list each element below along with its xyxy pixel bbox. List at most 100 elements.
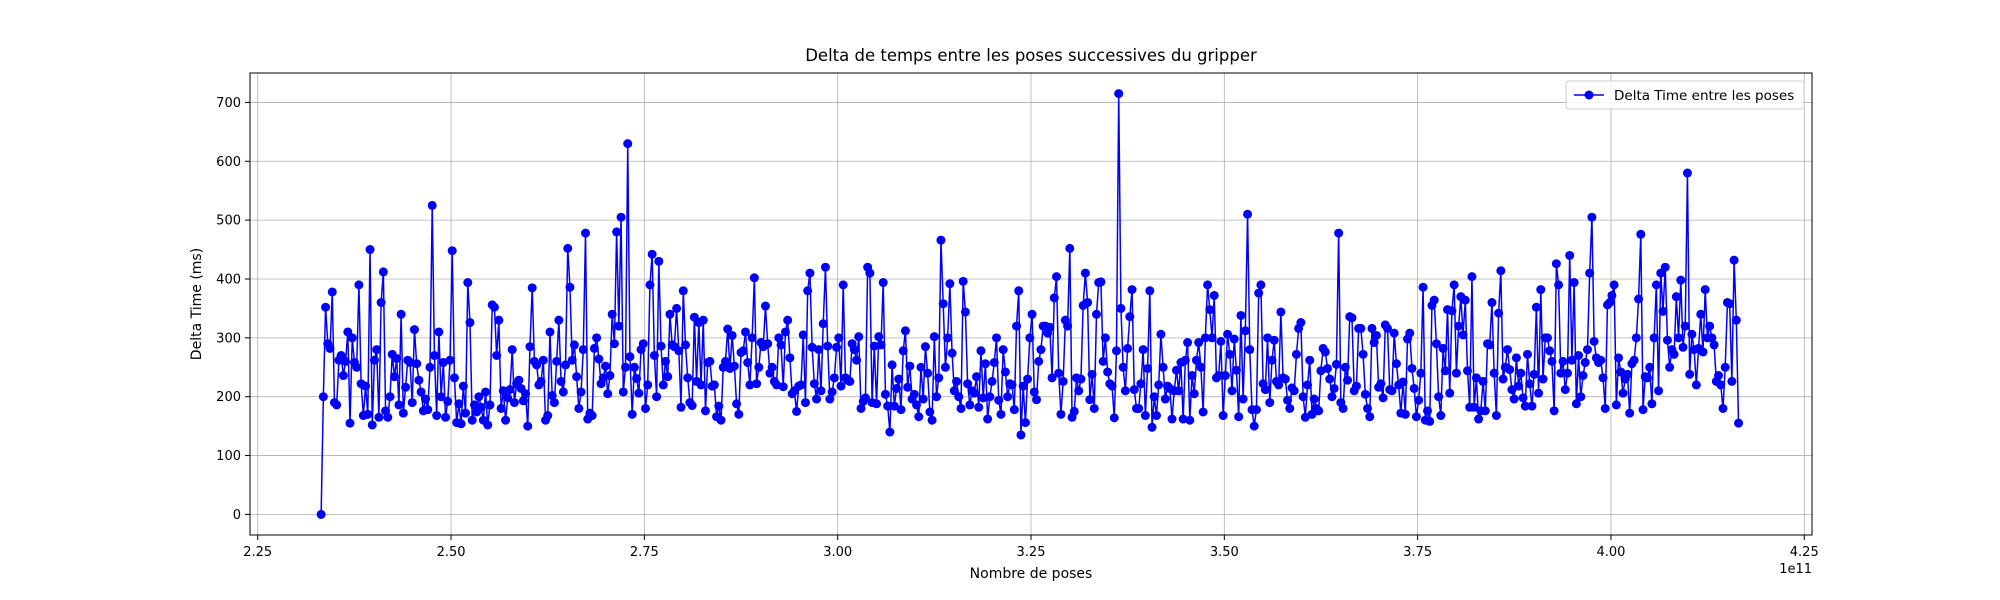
data-point xyxy=(496,403,506,413)
data-point xyxy=(665,309,675,319)
data-point xyxy=(803,286,813,296)
data-point xyxy=(1596,355,1606,365)
data-point xyxy=(872,399,882,409)
data-point xyxy=(347,333,357,343)
data-point xyxy=(814,345,824,355)
data-point xyxy=(1334,228,1344,238)
data-point xyxy=(372,345,382,355)
data-point xyxy=(994,395,1004,405)
data-point xyxy=(1012,321,1022,331)
data-point xyxy=(860,393,870,403)
data-point xyxy=(1434,392,1444,402)
data-point xyxy=(1214,371,1224,381)
series-layer xyxy=(316,89,1744,519)
data-point xyxy=(378,267,388,277)
data-point xyxy=(458,381,468,391)
data-point xyxy=(940,362,950,372)
data-point xyxy=(983,414,993,424)
data-point xyxy=(1338,403,1348,413)
data-point xyxy=(1587,212,1597,222)
y-axis: 0 100 200 300 400 500 600 700 xyxy=(216,96,250,523)
data-point xyxy=(1387,386,1397,396)
data-point xyxy=(1089,403,1099,413)
data-point xyxy=(1309,394,1319,404)
data-point xyxy=(958,276,968,286)
legend-box xyxy=(1565,80,1805,110)
data-point xyxy=(445,355,455,365)
data-point xyxy=(1343,375,1353,385)
data-point xyxy=(1636,229,1646,239)
data-point xyxy=(745,380,755,390)
data-point xyxy=(552,356,562,366)
data-point xyxy=(683,373,693,383)
data-point xyxy=(1669,349,1679,359)
data-point xyxy=(952,376,962,386)
data-point xyxy=(778,382,788,392)
data-point xyxy=(1509,394,1519,404)
data-point xyxy=(1018,381,1028,391)
x-tick-label: 3.00 xyxy=(823,545,852,560)
data-point xyxy=(467,415,477,425)
data-point xyxy=(1709,340,1719,350)
data-point xyxy=(1538,374,1548,384)
data-point xyxy=(354,280,364,290)
data-point xyxy=(1187,371,1197,381)
data-point xyxy=(658,380,668,390)
data-point xyxy=(832,342,842,352)
data-point xyxy=(1576,392,1586,402)
data-point xyxy=(676,402,686,412)
data-point xyxy=(649,351,659,360)
data-point xyxy=(1140,411,1150,421)
data-point xyxy=(1405,328,1415,338)
grid-lines xyxy=(250,73,1812,535)
data-point xyxy=(1729,255,1739,265)
x-tick-label: 3.50 xyxy=(1210,545,1239,560)
data-point xyxy=(947,348,957,358)
data-point xyxy=(1536,285,1546,295)
data-point xyxy=(1716,380,1726,390)
data-point xyxy=(652,392,662,402)
x-tick-label: 3.25 xyxy=(1017,545,1046,560)
data-point xyxy=(1189,389,1199,399)
data-point xyxy=(1283,395,1293,405)
data-point xyxy=(1614,353,1624,363)
data-point xyxy=(1411,412,1421,422)
data-point xyxy=(943,333,953,343)
data-point xyxy=(489,302,499,312)
data-point xyxy=(1527,401,1537,411)
data-point xyxy=(567,355,577,365)
data-point xyxy=(838,280,848,290)
data-point xyxy=(554,315,564,325)
data-point xyxy=(1671,292,1681,302)
data-point xyxy=(883,401,893,411)
data-point xyxy=(1347,313,1357,323)
data-point xyxy=(1498,374,1508,384)
data-point xyxy=(1471,373,1481,383)
data-point xyxy=(1269,335,1279,345)
data-point xyxy=(1363,403,1373,413)
data-point xyxy=(1234,412,1244,422)
data-point xyxy=(545,327,555,337)
data-point xyxy=(474,392,484,402)
data-point xyxy=(1463,366,1472,376)
data-point xyxy=(436,392,446,402)
data-point xyxy=(1036,345,1046,355)
data-point xyxy=(1449,280,1459,290)
data-point xyxy=(920,342,930,352)
data-point xyxy=(1200,333,1210,343)
data-point xyxy=(1371,330,1381,340)
data-point xyxy=(1547,356,1557,366)
data-point xyxy=(738,346,748,356)
data-point xyxy=(1216,336,1226,346)
data-point xyxy=(561,360,571,370)
data-point xyxy=(969,388,979,398)
data-point xyxy=(1727,376,1737,386)
data-point xyxy=(989,358,999,368)
data-point xyxy=(998,345,1008,355)
data-point xyxy=(327,287,337,297)
y-tick-label: 600 xyxy=(216,155,241,170)
data-point xyxy=(660,356,670,366)
data-point xyxy=(956,403,966,413)
data-point xyxy=(609,339,619,349)
data-point xyxy=(796,380,806,390)
